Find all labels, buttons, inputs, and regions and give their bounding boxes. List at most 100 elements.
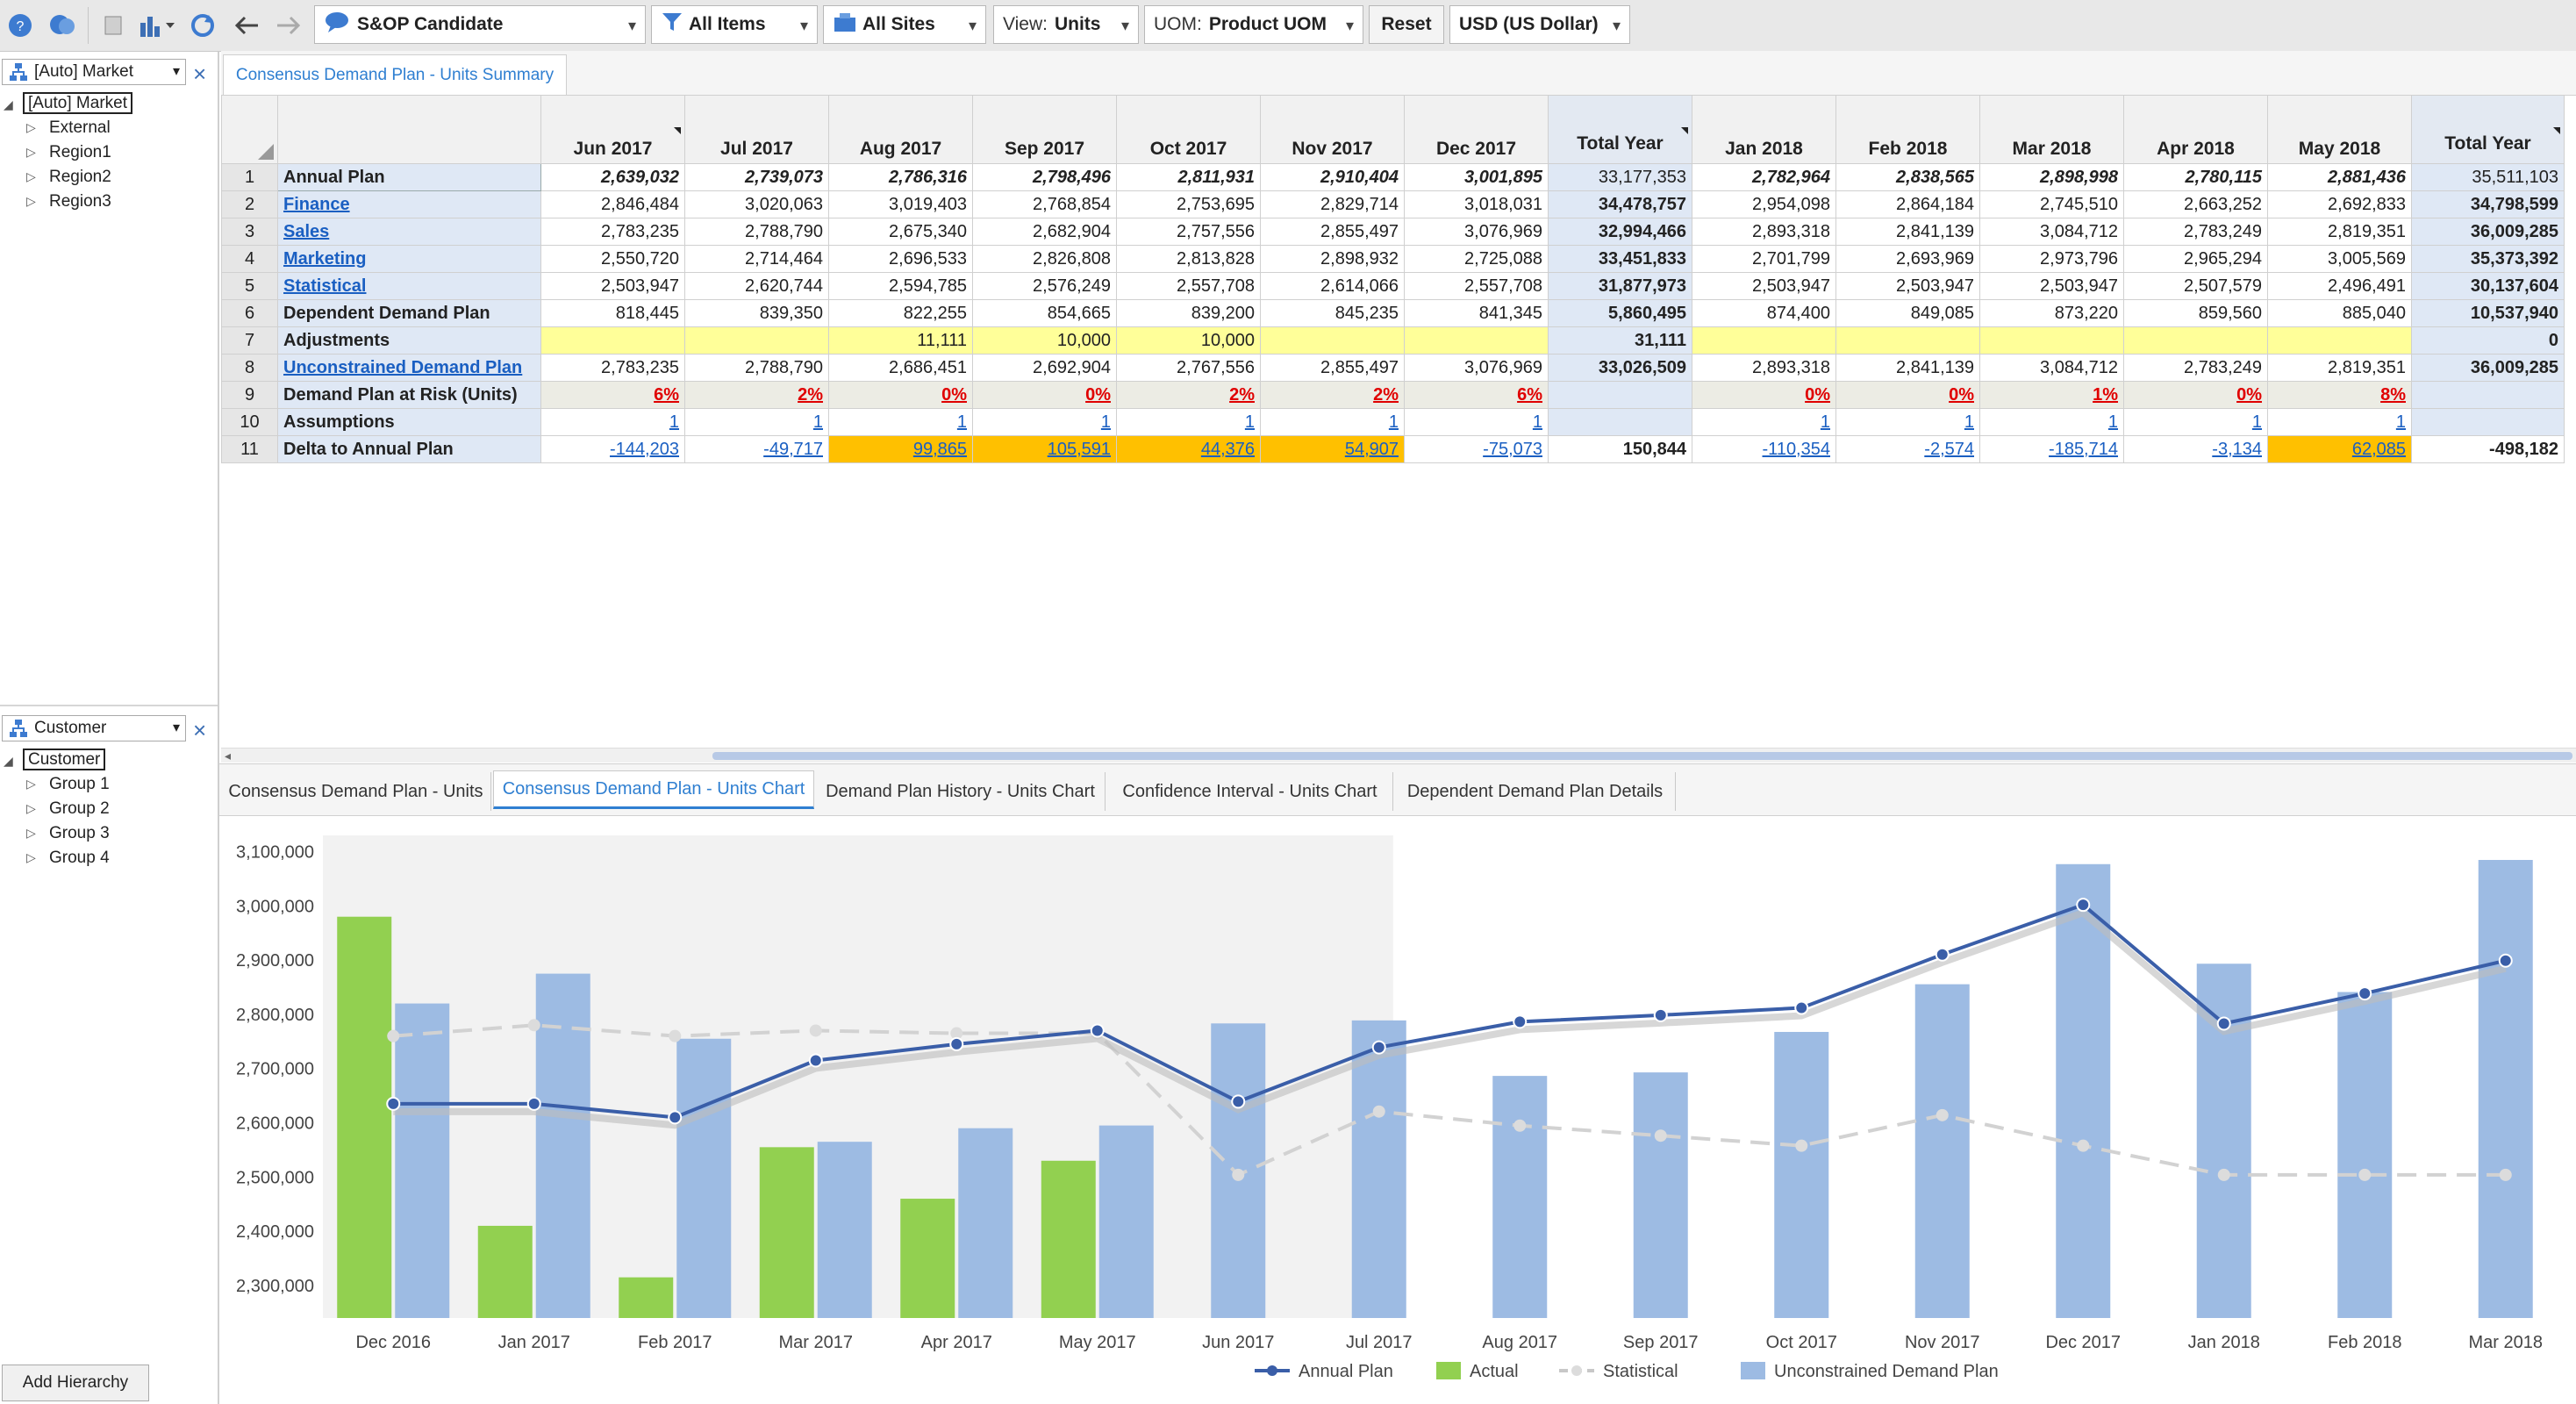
delta-link[interactable]: 99,865 [912,439,967,459]
refresh-icon[interactable] [186,9,219,42]
assumption-link[interactable]: 1 [1532,412,1542,432]
grid-cell[interactable]: 54,907 [1260,435,1405,463]
grid-cell[interactable] [1835,326,1980,355]
grid-cell[interactable]: 2,682,904 [972,218,1117,246]
expand-arrow-icon[interactable]: ◢ [4,97,13,111]
tree-item-region3[interactable]: Region3 [49,192,111,211]
grid-cell[interactable]: 8% [2267,381,2412,409]
grid-cell[interactable]: 62,085 [2267,435,2412,463]
tab-consensus-units[interactable]: Consensus Demand Plan - Units [221,772,491,811]
row-label-link[interactable]: Marketing [283,248,367,269]
total-cell[interactable]: 33,177,353 [1548,163,1692,191]
assumption-link[interactable]: 1 [1100,412,1111,432]
grid-cell[interactable]: 2,739,073 [684,163,829,191]
grid-cell[interactable] [1692,326,1836,355]
delta-link[interactable]: -144,203 [610,439,679,459]
grid-cell[interactable]: 1 [2123,408,2268,436]
grid-cell[interactable]: 1 [1979,408,2124,436]
grid-cell[interactable]: 2,503,947 [1979,272,2124,300]
risk-link[interactable]: 0% [941,384,967,405]
grid-cell[interactable]: 1 [1260,408,1405,436]
grid-cell[interactable]: 3,084,712 [1979,218,2124,246]
grid-cell[interactable]: 2,503,947 [1835,272,1980,300]
risk-link[interactable]: 0% [1085,384,1111,405]
grid-cell[interactable]: 6% [540,381,685,409]
grid-cell[interactable]: 2,893,318 [1692,218,1836,246]
assumption-link[interactable]: 1 [812,412,823,432]
grid-cell[interactable]: 2,614,066 [1260,272,1405,300]
customer-hierarchy-field[interactable]: Customer ▾ [2,715,186,741]
grid-cell[interactable]: 3,084,712 [1979,354,2124,382]
grid-cell[interactable]: 2,692,904 [972,354,1117,382]
grid-cell[interactable]: 2,819,351 [2267,218,2412,246]
grid-cell[interactable]: 839,200 [1116,299,1261,327]
grid-cell[interactable]: 2,811,931 [1116,163,1261,191]
grid-cell[interactable]: 2,973,796 [1979,245,2124,273]
reset-button[interactable]: Reset [1369,5,1444,44]
grid-cell[interactable]: 2,696,533 [828,245,973,273]
grid-cell[interactable]: 3,001,895 [1404,163,1549,191]
assumption-link[interactable]: 1 [2395,412,2406,432]
scrollbar-thumb[interactable] [712,752,2572,760]
grid-cell[interactable]: 2,757,556 [1116,218,1261,246]
delta-link[interactable]: 54,907 [1344,439,1399,459]
grid-cell[interactable]: 3,019,403 [828,190,973,218]
grid-cell[interactable]: 0% [828,381,973,409]
grid-cell[interactable]: 0% [1835,381,1980,409]
grid-cell[interactable]: 822,255 [828,299,973,327]
row-number[interactable]: 10 [221,408,278,436]
grid-cell[interactable]: 3,018,031 [1404,190,1549,218]
assumption-link[interactable]: 1 [669,412,679,432]
row-number[interactable]: 7 [221,326,278,355]
grid-cell[interactable]: 2,782,964 [1692,163,1836,191]
total-cell[interactable]: 34,798,599 [2411,190,2565,218]
tab-consensus-units-chart[interactable]: Consensus Demand Plan - Units Chart [493,770,814,809]
grid-cell[interactable]: 818,445 [540,299,685,327]
grid-cell[interactable]: 1 [1116,408,1261,436]
col-header[interactable]: Apr 2018 [2123,95,2268,164]
grid-cell[interactable]: 99,865 [828,435,973,463]
delta-link[interactable]: -185,714 [2049,439,2118,459]
total-cell[interactable]: 150,844 [1548,435,1692,463]
grid-cell[interactable]: -75,073 [1404,435,1549,463]
row-number[interactable]: 1 [221,163,278,191]
col-header[interactable]: Sep 2017 [972,95,1117,164]
grid-cell[interactable]: 0% [972,381,1117,409]
tab-dependent-demand-details[interactable]: Dependent Demand Plan Details [1395,772,1676,811]
grid-cell[interactable]: 2,954,098 [1692,190,1836,218]
grid-cell[interactable]: -3,134 [2123,435,2268,463]
sites-dropdown[interactable]: All Sites ▾ [823,5,986,44]
grid-cell[interactable]: 1% [1979,381,2124,409]
total-cell[interactable]: -498,182 [2411,435,2565,463]
tree-item-group1[interactable]: Group 1 [49,775,110,793]
grid-cell[interactable]: 1 [540,408,685,436]
col-header-total[interactable]: Total Year [2411,95,2565,164]
grid-cell[interactable]: 3,005,569 [2267,245,2412,273]
risk-link[interactable]: 1% [2093,384,2118,405]
collapse-arrow-icon[interactable]: ▷ [26,194,36,208]
grid-cell[interactable] [540,326,685,355]
grid-cell[interactable]: 2,788,790 [684,218,829,246]
row-number[interactable]: 9 [221,381,278,409]
grid-cell[interactable]: 2,557,708 [1404,272,1549,300]
grid-cell[interactable]: 1 [972,408,1117,436]
grid-cell[interactable]: -49,717 [684,435,829,463]
grid-cell[interactable]: 3,076,969 [1404,218,1549,246]
grid-cell[interactable]: 2,686,451 [828,354,973,382]
tab-units-summary[interactable]: Consensus Demand Plan - Units Summary [223,54,567,96]
tree-item-region2[interactable]: Region2 [49,168,111,186]
col-header[interactable]: May 2018 [2267,95,2412,164]
grid-cell[interactable]: 0% [1692,381,1836,409]
total-cell[interactable] [1548,381,1692,409]
row-label-link[interactable]: Statistical [283,276,367,296]
grid-cell[interactable]: 1 [2267,408,2412,436]
grid-cell[interactable]: 2,780,115 [2123,163,2268,191]
row-label-link[interactable]: Finance [283,194,350,214]
grid-cell[interactable]: 1 [1404,408,1549,436]
risk-link[interactable]: 6% [654,384,679,405]
grid-cell[interactable]: 2,893,318 [1692,354,1836,382]
comments-icon[interactable] [46,9,79,42]
delta-link[interactable]: -2,574 [1924,439,1974,459]
total-cell[interactable]: 34,478,757 [1548,190,1692,218]
items-dropdown[interactable]: All Items ▾ [651,5,818,44]
